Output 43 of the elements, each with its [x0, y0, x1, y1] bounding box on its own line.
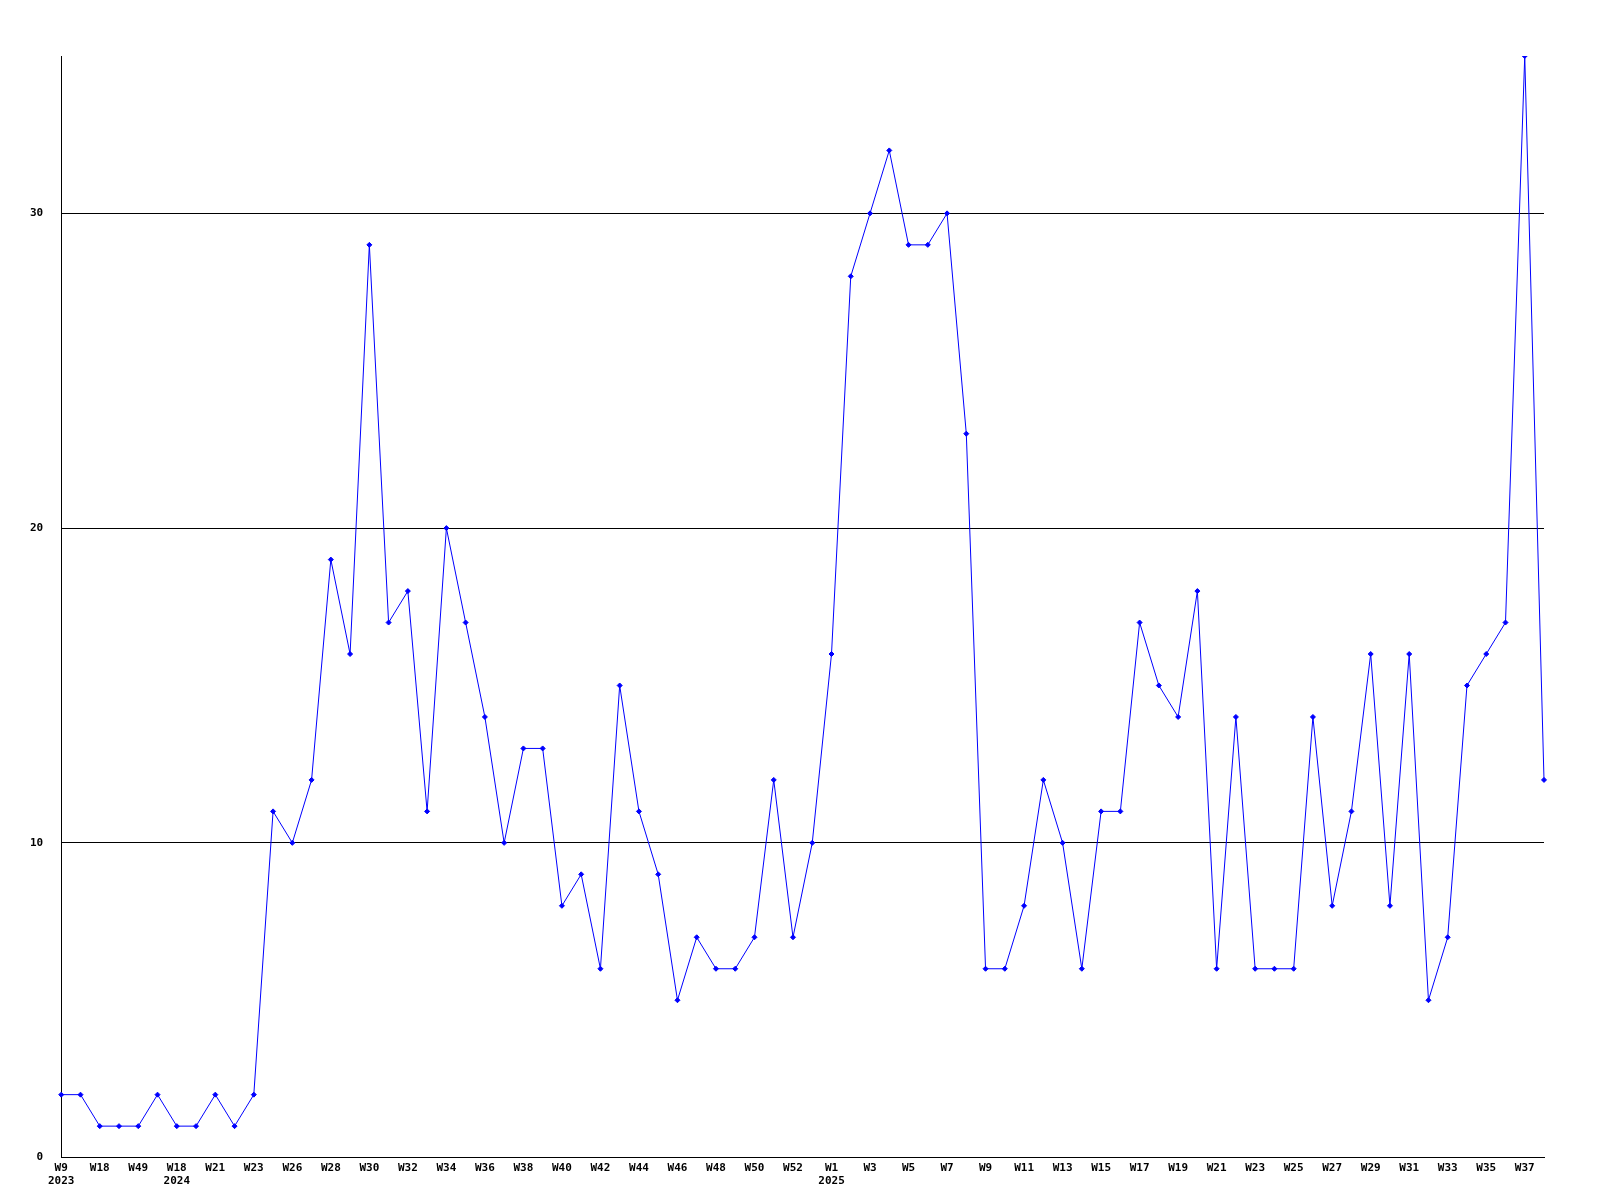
x-tick-label: W21 [205, 1161, 226, 1175]
x-tick-label: W13 [1052, 1161, 1073, 1175]
x-tick-label: W23 [243, 1161, 264, 1175]
x-tick-label: W25 [1283, 1161, 1304, 1175]
y-tick-label: 10 [30, 835, 44, 849]
x-tick-label: W17 [1129, 1161, 1150, 1175]
x-tick-label: W26 [282, 1161, 303, 1175]
x-tick-label: W48 [706, 1161, 726, 1175]
x-tick-label: W5 [901, 1161, 916, 1175]
x-tick-label: W40 [551, 1161, 572, 1175]
x-tick-label: W15 [1091, 1161, 1112, 1175]
x-tick-label: W42 [590, 1161, 611, 1175]
x-tick-label: W9 2023 [48, 1161, 75, 1188]
y-tick-label: 0 [36, 1150, 44, 1164]
x-tick-label: W19 [1168, 1161, 1189, 1175]
x-tick-label: W7 [940, 1161, 954, 1175]
y-tick-label: 30 [30, 206, 44, 220]
x-tick-label: W9 [978, 1161, 993, 1175]
x-tick-label: W11 [1014, 1161, 1035, 1175]
x-tick-label: W28 [320, 1161, 341, 1175]
x-tick-label: W27 [1322, 1161, 1343, 1175]
x-tick-label: W18 2024 [163, 1161, 191, 1188]
x-tick-label: W29 [1360, 1161, 1381, 1175]
x-tick-label: W49 [128, 1161, 149, 1175]
x-tick-label: W36 [474, 1161, 496, 1175]
x-tick-label: W30 [359, 1161, 380, 1175]
x-tick-label: W33 [1437, 1161, 1458, 1175]
x-tick-label: W37 [1514, 1161, 1535, 1175]
x-tick-label: W52 [783, 1161, 803, 1175]
x-tick-label: W34 [436, 1161, 457, 1175]
x-tick-label: W38 [513, 1161, 534, 1175]
x-tick-label: W1 2025 [818, 1161, 845, 1188]
x-tick-label: W35 [1476, 1161, 1497, 1175]
x-tick-label: W31 [1399, 1161, 1420, 1175]
x-tick-label: W50 [744, 1161, 765, 1175]
x-tick-label: W3 [863, 1161, 877, 1175]
x-tick-label: W44 [629, 1161, 650, 1175]
x-tick-label: W23 [1245, 1161, 1266, 1175]
x-tick-label: W21 [1206, 1161, 1227, 1175]
x-tick-label: W18 [89, 1161, 110, 1175]
x-tick-label: W46 [667, 1161, 688, 1175]
x-tick-label: W32 [397, 1161, 418, 1175]
y-tick-label: 20 [30, 520, 44, 534]
